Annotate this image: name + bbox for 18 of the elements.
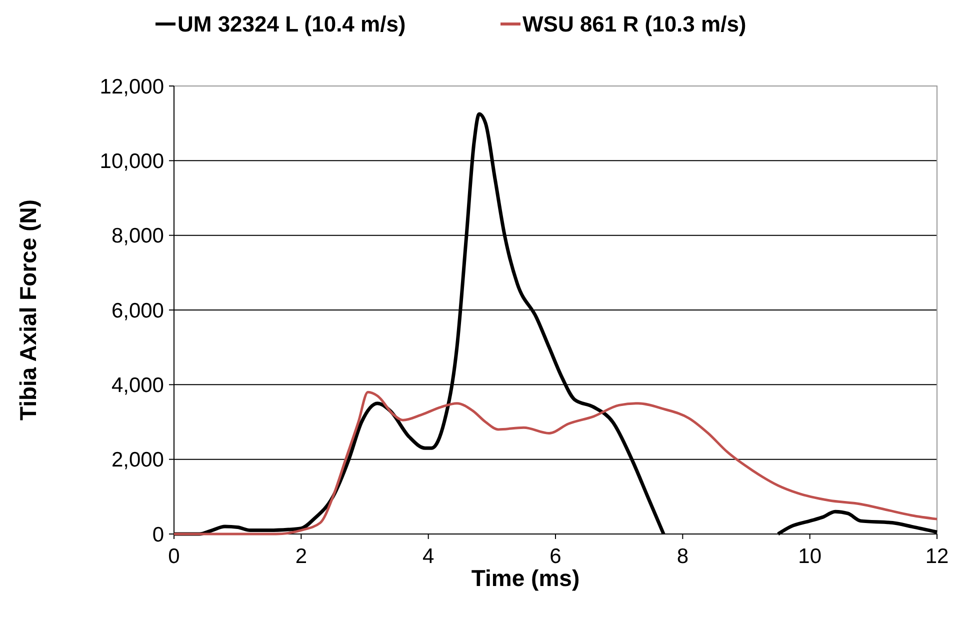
legend-label: WSU 861 R (10.3 m/s) [522,12,746,37]
y-tick-label: 2,000 [111,448,164,472]
y-tick-label: 12,000 [100,75,164,98]
y-tick-label: 0 [152,523,164,546]
x-tick-label: 10 [798,545,822,568]
y-tick-label: 8,000 [111,224,164,248]
x-tick-label: 2 [295,545,308,568]
legend-label: UM 32324 L (10.4 m/s) [178,12,406,37]
y-tick-label: 10,000 [100,150,164,174]
x-tick-label: 6 [550,545,562,568]
y-tick-label: 4,000 [111,374,164,398]
x-tick-label: 12 [925,545,949,568]
x-tick-label: 0 [168,545,180,568]
x-tick-label: 8 [676,545,689,568]
y-axis-title: Tibia Axial Force (N) [15,199,41,421]
x-tick-label: 4 [422,545,434,568]
y-tick-label: 6,000 [111,299,164,322]
x-axis-title: Time (ms) [471,565,580,591]
